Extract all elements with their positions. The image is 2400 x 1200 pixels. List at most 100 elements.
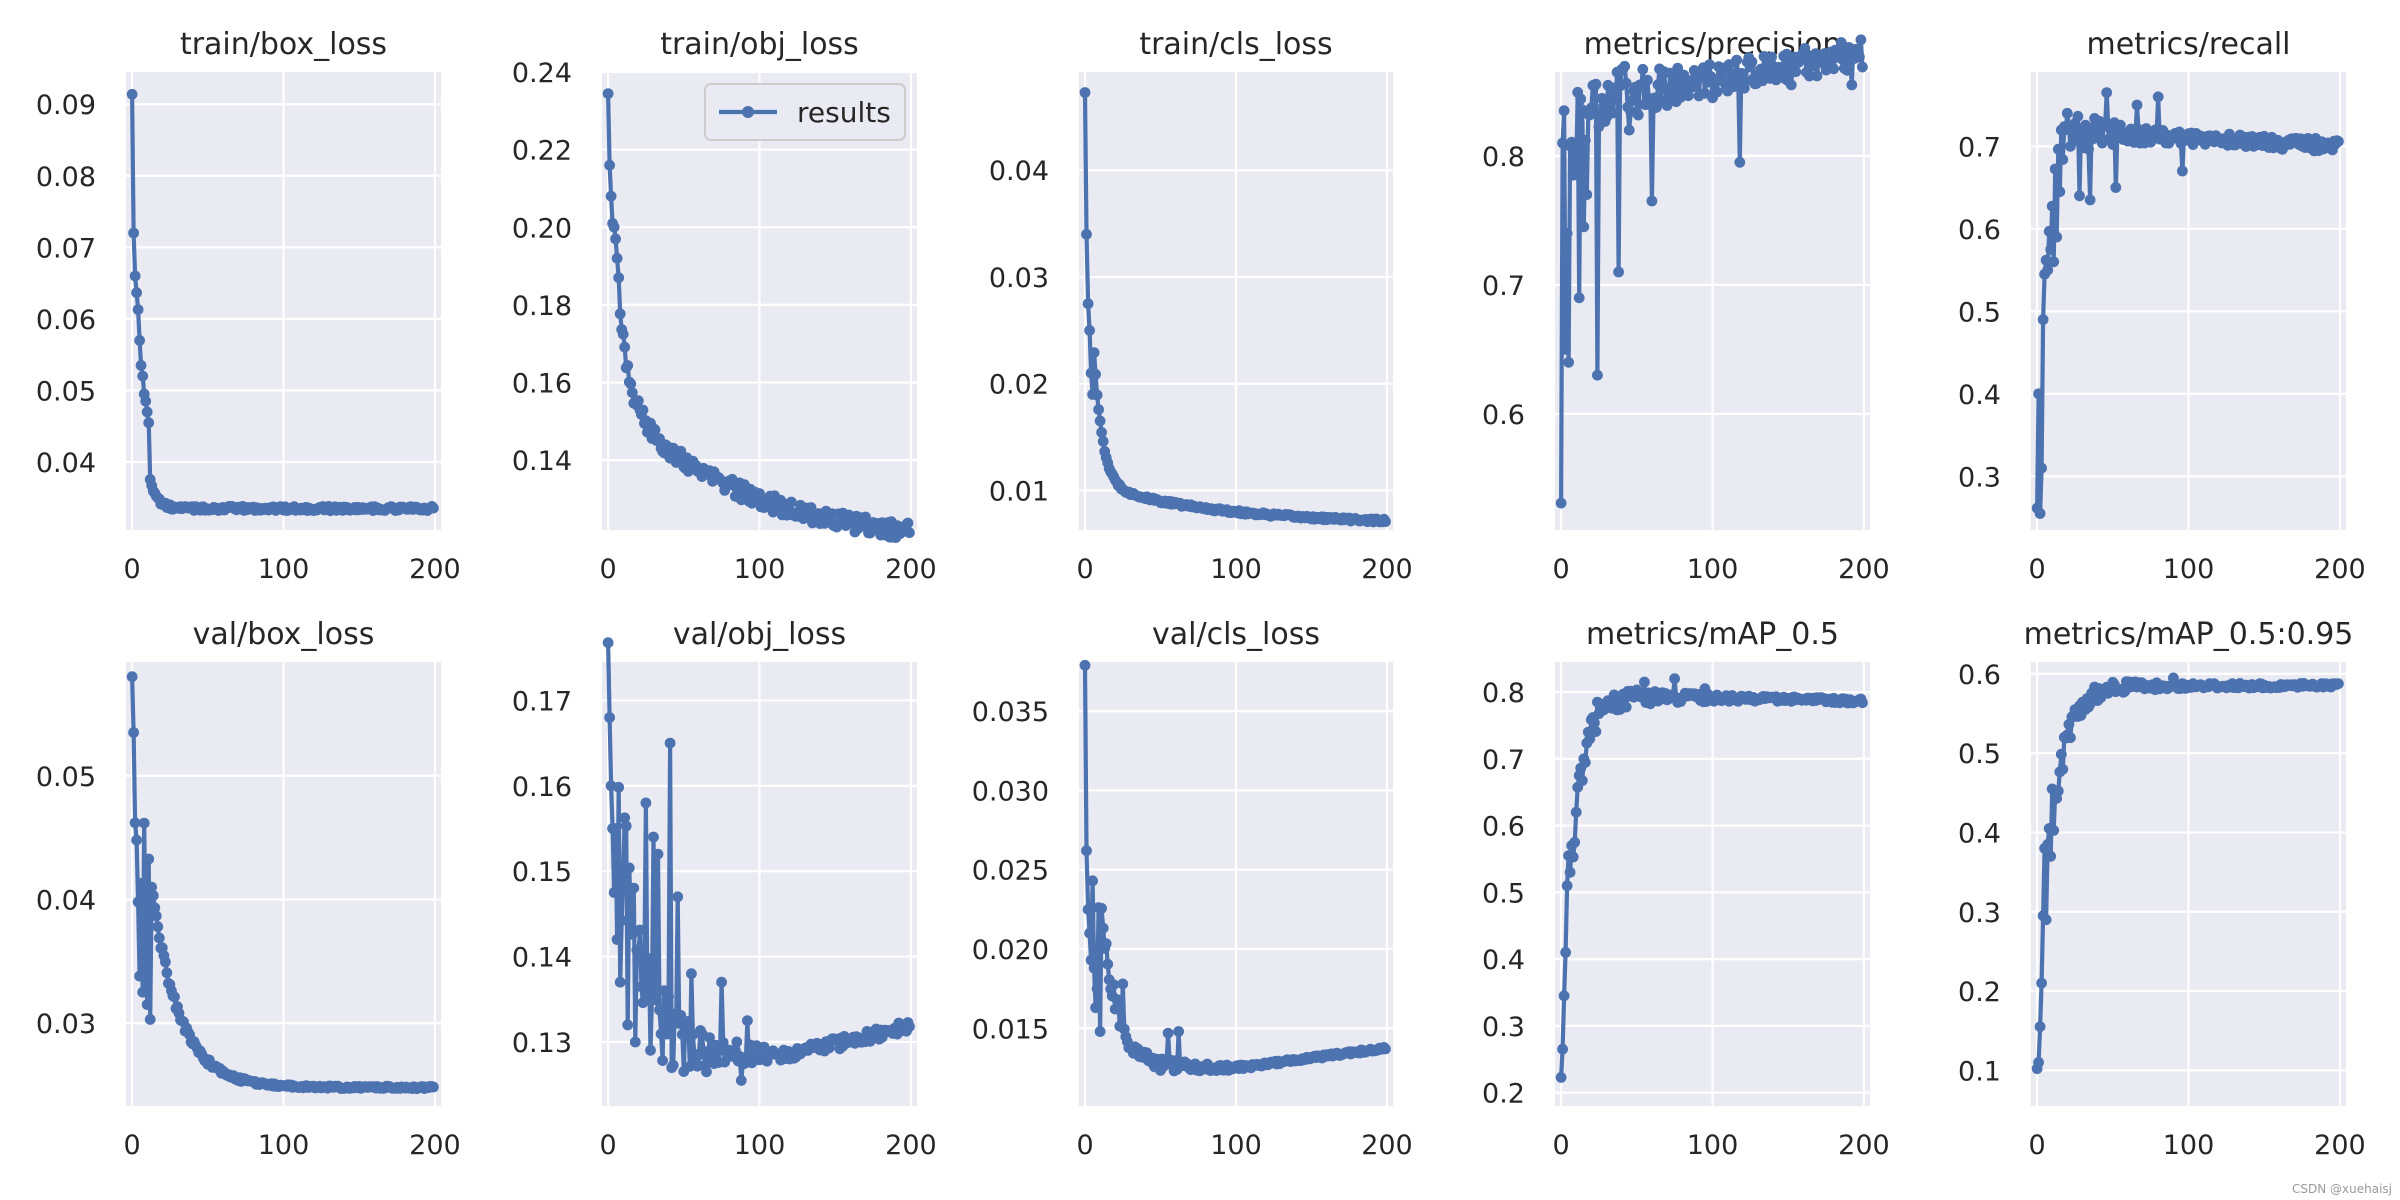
y-tick-label: 0.3 bbox=[1482, 1012, 1525, 1043]
data-point bbox=[1669, 673, 1680, 685]
data-point bbox=[717, 1037, 729, 1048]
data-point bbox=[1610, 92, 1621, 104]
data-point bbox=[1555, 497, 1567, 509]
data-point bbox=[1097, 436, 1109, 447]
data-point bbox=[1590, 78, 1602, 90]
y-tick-label: 0.04 bbox=[36, 448, 96, 479]
data-point bbox=[141, 406, 153, 418]
data-point bbox=[1841, 64, 1853, 76]
x-tick-label: 0 bbox=[599, 554, 616, 585]
series-markers bbox=[1555, 34, 1868, 509]
x-tick-label: 200 bbox=[1838, 554, 1890, 585]
data-point bbox=[129, 817, 141, 829]
subplot-title: val/cls_loss bbox=[1152, 617, 1320, 652]
data-point bbox=[1082, 904, 1094, 915]
data-point bbox=[1619, 60, 1631, 72]
data-point bbox=[153, 932, 165, 944]
data-point bbox=[643, 953, 655, 964]
data-point bbox=[137, 986, 149, 998]
y-tick-label: 0.5 bbox=[1958, 739, 2001, 770]
data-point bbox=[2045, 244, 2057, 255]
data-point bbox=[2052, 785, 2064, 797]
data-point bbox=[1855, 34, 1867, 46]
data-point bbox=[676, 1029, 688, 1040]
x-tick-label: 100 bbox=[1687, 1130, 1739, 1161]
subplot-title: train/cls_loss bbox=[1139, 27, 1332, 62]
data-point bbox=[1576, 775, 1588, 786]
data-point bbox=[631, 944, 643, 956]
data-point bbox=[619, 812, 631, 824]
data-point bbox=[1087, 875, 1098, 887]
y-tick-label: 0.6 bbox=[1482, 400, 1525, 431]
data-point bbox=[610, 233, 621, 245]
data-point bbox=[147, 890, 159, 901]
series-markers bbox=[126, 88, 439, 517]
data-point bbox=[1108, 979, 1120, 991]
y-tick-label: 0.1 bbox=[1958, 1056, 2001, 1087]
data-point bbox=[146, 881, 158, 893]
data-point bbox=[149, 902, 161, 914]
y-tick-label: 0.035 bbox=[972, 697, 1049, 728]
data-point bbox=[2048, 825, 2060, 836]
data-point bbox=[1575, 93, 1587, 105]
x-tick-label: 200 bbox=[1361, 554, 1413, 585]
y-tick-label: 0.14 bbox=[512, 943, 572, 974]
data-point bbox=[617, 328, 629, 340]
data-point bbox=[2034, 508, 2046, 519]
subplot-title: metrics/mAP_0.5:0.95 bbox=[2024, 617, 2354, 652]
data-point bbox=[1079, 659, 1091, 671]
data-point bbox=[2043, 225, 2055, 237]
data-point bbox=[1728, 81, 1740, 93]
legend: results bbox=[704, 83, 906, 141]
data-point bbox=[1799, 43, 1811, 54]
data-point bbox=[2115, 119, 2126, 131]
data-point bbox=[1704, 59, 1715, 70]
subplot-title: metrics/recall bbox=[2086, 27, 2290, 62]
data-point bbox=[2110, 182, 2122, 193]
y-tick-label: 0.020 bbox=[972, 935, 1049, 966]
data-point bbox=[1081, 845, 1092, 857]
legend-box bbox=[704, 83, 906, 141]
x-tick-label: 100 bbox=[1210, 1130, 1262, 1161]
series-markers bbox=[1079, 87, 1391, 528]
data-point bbox=[2333, 136, 2344, 147]
data-point bbox=[1596, 93, 1608, 104]
data-point bbox=[651, 994, 662, 1006]
x-tick-label: 200 bbox=[2314, 1130, 2366, 1161]
data-point bbox=[2034, 1021, 2046, 1033]
data-point bbox=[1081, 228, 1092, 240]
series-markers bbox=[602, 637, 915, 1086]
data-point bbox=[1162, 1027, 1174, 1039]
data-point bbox=[616, 915, 628, 927]
data-point bbox=[605, 190, 617, 202]
y-tick-label: 0.09 bbox=[36, 90, 96, 121]
data-point bbox=[1746, 56, 1758, 68]
data-point bbox=[623, 862, 635, 874]
data-point bbox=[428, 1081, 439, 1093]
y-tick-label: 0.7 bbox=[1482, 271, 1525, 302]
y-tick-label: 0.025 bbox=[972, 856, 1049, 887]
data-point bbox=[2131, 99, 2143, 111]
data-point bbox=[1846, 79, 1858, 91]
data-point bbox=[128, 227, 140, 239]
x-tick-label: 0 bbox=[1076, 554, 1093, 585]
data-point bbox=[608, 887, 620, 898]
data-point bbox=[2042, 264, 2054, 276]
y-tick-label: 0.03 bbox=[989, 263, 1049, 294]
data-point bbox=[664, 737, 676, 749]
data-point bbox=[1569, 836, 1581, 848]
data-point bbox=[1626, 94, 1638, 106]
data-point bbox=[1854, 51, 1865, 63]
data-point bbox=[1581, 189, 1593, 201]
data-point bbox=[2049, 163, 2061, 175]
data-point bbox=[620, 820, 632, 832]
x-tick-label: 0 bbox=[599, 1130, 616, 1161]
subplot-title: train/obj_loss bbox=[660, 27, 859, 62]
y-tick-label: 0.3 bbox=[1958, 462, 2001, 493]
data-point bbox=[1567, 851, 1579, 863]
data-point bbox=[742, 1015, 753, 1026]
data-point bbox=[640, 797, 652, 809]
y-tick-label: 0.03 bbox=[36, 1009, 96, 1040]
legend-marker bbox=[742, 106, 754, 118]
